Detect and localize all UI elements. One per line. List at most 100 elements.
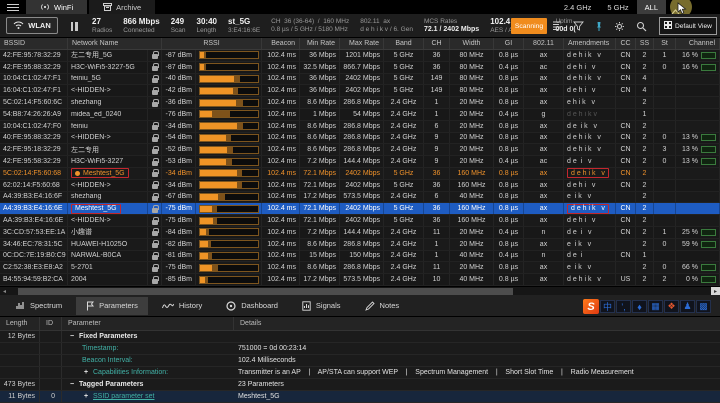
- expand-expander-icon[interactable]: +: [82, 369, 90, 376]
- collapse-expander-icon[interactable]: −: [68, 381, 76, 388]
- param-name: Tagged Parameters: [79, 381, 143, 388]
- column-header-st[interactable]: St: [654, 38, 676, 49]
- param-name[interactable]: SSID parameter set: [93, 393, 154, 400]
- st-cell: [654, 74, 676, 85]
- st-cell: [654, 168, 676, 179]
- column-header-width[interactable]: Width: [450, 38, 494, 49]
- toolbox-icon[interactable]: ▩: [696, 300, 711, 313]
- menu-icon[interactable]: [0, 0, 26, 14]
- horizontal-scrollbar[interactable]: ◂ ▸: [0, 286, 720, 295]
- column-header-min-rate[interactable]: Min Rate: [300, 38, 340, 49]
- table-row[interactable]: 40:FE:95:88:32:29<-HIDDEN->-54 dBm102.4 …: [0, 133, 720, 145]
- bssid-cell: 42:FE:95:58:32:29: [0, 156, 68, 167]
- tab-notes[interactable]: Notes: [355, 297, 410, 315]
- parameter-row[interactable]: Beacon Interval:102.4 Milliseconds: [0, 355, 720, 367]
- column-header-beacon[interactable]: Beacon: [262, 38, 300, 49]
- rssi-bar: [199, 146, 259, 154]
- sogou-logo-icon[interactable]: S: [583, 299, 599, 314]
- skin-icon[interactable]: ❖: [664, 300, 679, 313]
- table-row[interactable]: 10:04:C1:02:47:F0feiniu-34 dBm102.4 ms8.…: [0, 121, 720, 133]
- gi-cell: 0.8 µs: [494, 121, 524, 132]
- rssi-bar-peak: [234, 76, 240, 82]
- gear-icon[interactable]: [614, 21, 625, 32]
- max-rate-cell: 286.8 Mbps: [340, 121, 384, 132]
- table-row[interactable]: 62:02:14:F5:60:68<-HIDDEN->-34 dBm102.4 …: [0, 180, 720, 192]
- table-row[interactable]: AA:39:B3:E4:16:6E<-HIDDEN->-75 dBm102.4 …: [0, 215, 720, 227]
- table-row[interactable]: 0C:DC:7E:19:B0:C9NARWAL-B0CA-81 dBm102.4…: [0, 251, 720, 263]
- column-header-ch[interactable]: CH: [424, 38, 450, 49]
- tab-parameters[interactable]: Parameters: [76, 297, 148, 315]
- wlan-label: WLAN: [28, 21, 51, 30]
- table-row[interactable]: 42:FE:95:88:32:29H3C-WiFi5-3227-5G-87 dB…: [0, 62, 720, 74]
- stat-bottom: 3:E4:16:6E: [228, 27, 260, 35]
- table-row[interactable]: C2:52:38:E3:E8:A25-2701-75 dBm102.4 ms8.…: [0, 262, 720, 274]
- rssi-value: -85 dBm: [162, 274, 196, 285]
- column-header-rssi[interactable]: RSSI: [162, 38, 262, 49]
- column-header-channel[interactable]: Channel: [676, 38, 720, 49]
- tab-archive[interactable]: Archive: [89, 0, 155, 14]
- rssi-value: -42 dBm: [162, 85, 196, 96]
- column-header-cc[interactable]: CC: [616, 38, 636, 49]
- lock-cell: [148, 109, 162, 120]
- table-row[interactable]: 34:46:EC:78:31:5CHUAWEI-H1025O-82 dBm102…: [0, 239, 720, 251]
- table-row[interactable]: 42:FE:95:58:32:29H3C-WiFi5-3227-53 dBm10…: [0, 156, 720, 168]
- parameter-row[interactable]: 473 Bytes−Tagged Parameters23 Parameters: [0, 379, 720, 391]
- parameter-row[interactable]: Timestamp:751000 = 0d 00:23:14: [0, 343, 720, 355]
- band-cell: 2.4 GHz: [384, 239, 424, 250]
- emoji-icon[interactable]: ♟: [680, 300, 695, 313]
- filter-icon[interactable]: [573, 21, 584, 31]
- column-header-band[interactable]: Band: [384, 38, 424, 49]
- tab-dashboard[interactable]: Dashboard: [216, 297, 288, 315]
- scanning-button[interactable]: Scanning: [511, 18, 547, 34]
- param-id: [40, 379, 62, 390]
- min-rate-cell: 32.5 Mbps: [300, 62, 340, 73]
- table-row[interactable]: 10:04:C1:02:47:F1feiniu_5G-40 dBm102.4 m…: [0, 74, 720, 86]
- band-tab-24ghz[interactable]: 2.4 GHz: [556, 0, 600, 14]
- table-row[interactable]: A4:39:B3:E4:16:6EMeshtest_5G-75 dBm102.4…: [0, 203, 720, 215]
- column-header-ss[interactable]: SS: [636, 38, 654, 49]
- search-icon[interactable]: [636, 21, 647, 32]
- column-header-gi[interactable]: GI: [494, 38, 524, 49]
- mic-icon[interactable]: ♦: [632, 300, 647, 313]
- status-stat: 802.11 axd e h i k v / 6. Gen: [360, 16, 413, 36]
- collapse-expander-icon[interactable]: −: [68, 333, 76, 340]
- band-tab-all[interactable]: ALL: [637, 0, 666, 14]
- column-header-802-11[interactable]: 802.11: [524, 38, 564, 49]
- pin-icon[interactable]: [595, 21, 603, 32]
- tab-history[interactable]: History: [152, 297, 212, 315]
- table-row[interactable]: B4:55:94:59:B2:CA2004-85 dBm102.4 ms17.2…: [0, 274, 720, 286]
- network-name: 小趣谱: [71, 227, 92, 237]
- parameter-row[interactable]: 11 Bytes0+SSID parameter setMeshtest_5G: [0, 391, 720, 403]
- tab-winfi[interactable]: WinFi: [26, 0, 87, 14]
- table-row[interactable]: 42:FE:95:78:32:29左二专用_5G-87 dBm102.4 ms3…: [0, 50, 720, 62]
- band-tab-5ghz[interactable]: 5 GHz: [599, 0, 636, 14]
- width-cell: 20 MHz: [450, 144, 494, 155]
- rssi-bar-peak: [233, 88, 239, 94]
- standard-cell: ax: [524, 215, 564, 226]
- expand-expander-icon[interactable]: +: [82, 393, 90, 400]
- list-icon[interactable]: [552, 21, 562, 31]
- default-view-dropdown[interactable]: Default View: [659, 17, 717, 35]
- parameter-row[interactable]: 12 Bytes−Fixed Parameters: [0, 331, 720, 343]
- table-row[interactable]: A4:39:B3:E4:16:6Fshezhang-67 dBm102.4 ms…: [0, 192, 720, 204]
- column-header-amendments[interactable]: Amendments: [564, 38, 616, 49]
- pause-button[interactable]: [68, 20, 80, 32]
- table-row[interactable]: 16:04:C1:02:47:F1<-HIDDEN->-42 dBm102.4 …: [0, 85, 720, 97]
- punctuation-icon[interactable]: ’,: [616, 300, 631, 313]
- table-row[interactable]: 5C:02:14:F5:60:6Cshezhang-36 dBm102.4 ms…: [0, 97, 720, 109]
- wlan-button[interactable]: WLAN: [6, 17, 58, 34]
- tab-signals[interactable]: Signals: [292, 297, 351, 315]
- column-header-network-name[interactable]: Network Name: [68, 38, 162, 49]
- tab-spectrum[interactable]: Spectrum: [6, 297, 72, 315]
- stat-top: MCS Rates: [424, 18, 479, 26]
- table-row[interactable]: 42:FE:95:18:32:29左二专用-52 dBm102.4 ms8.6 …: [0, 144, 720, 156]
- chinese-mode-icon[interactable]: 中: [600, 300, 615, 313]
- column-header-bssid[interactable]: BSSID: [0, 38, 68, 49]
- table-row[interactable]: 54:B8:74:26:26:A9midea_ed_0240-76 dBm102…: [0, 109, 720, 121]
- scrollbar-thumb[interactable]: [18, 288, 513, 295]
- parameter-row[interactable]: +Capabilities Information:Transmitter is…: [0, 367, 720, 379]
- table-row[interactable]: 3C:CD:57:53:EE:1A小趣谱-84 dBm102.4 ms7.2 M…: [0, 227, 720, 239]
- keyboard-icon[interactable]: ▦: [648, 300, 663, 313]
- column-header-max-rate[interactable]: Max Rate: [340, 38, 384, 49]
- table-row[interactable]: 5C:02:14:F5:60:68Meshtest_5G-34 dBm102.4…: [0, 168, 720, 180]
